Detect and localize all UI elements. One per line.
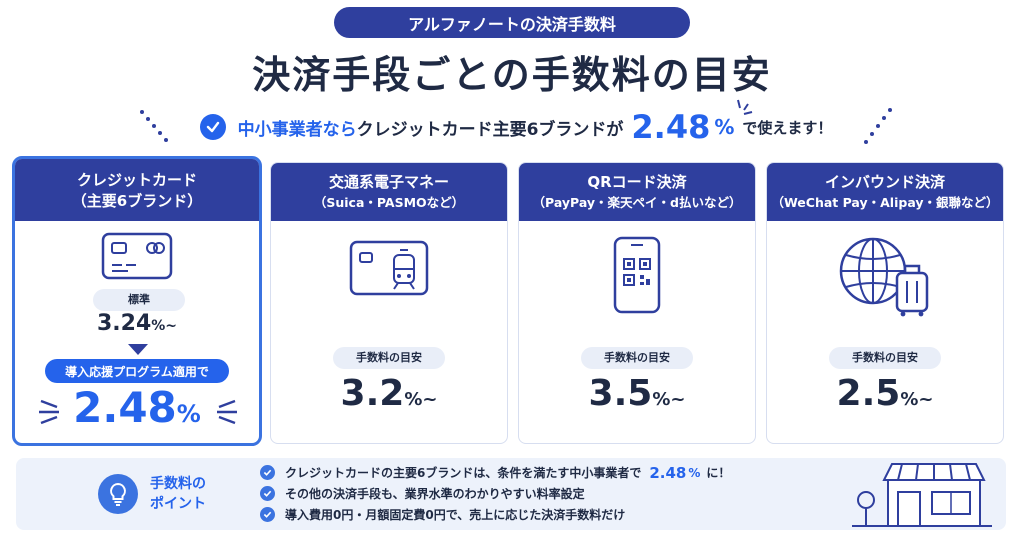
rate-value: 2.5%~: [767, 373, 1003, 414]
standard-rate-number: 3.24: [96, 311, 152, 336]
card-inbound: インバウンド決済 （WeChat Pay・Alipay・銀聯など） 手数料の目安…: [766, 162, 1004, 444]
points-title-line1: 手数料の: [150, 476, 206, 492]
header-pill: アルファノートの決済手数料: [334, 7, 690, 38]
rate-unit: %~: [900, 389, 934, 410]
points-title: 手数料の ポイント: [150, 474, 206, 514]
credit-card-icon: [15, 231, 259, 287]
point-rate: 2.48: [649, 463, 687, 482]
rate-number: 2.5: [836, 373, 901, 414]
standard-label: 標準: [93, 289, 185, 311]
globe-luggage-icon: [767, 233, 1003, 317]
check-icon: [260, 507, 275, 522]
program-rate-number: 2.48: [73, 383, 177, 432]
points-title-line2: ポイント: [150, 496, 206, 512]
rate-number: 3.2: [340, 373, 405, 414]
point-text: クレジットカードの主要6ブランドは、条件を満たす中小事業者で: [285, 466, 642, 480]
rate-label: 手数料の目安: [829, 347, 941, 369]
list-item: その他の決済手段も、業界水準のわかりやすい料率設定: [260, 483, 820, 504]
point-text: その他の決済手段も、業界水準のわかりやすい料率設定: [285, 487, 585, 501]
check-icon: [260, 465, 275, 480]
rate-label: 手数料の目安: [581, 347, 693, 369]
point-rate-unit: %: [688, 465, 701, 480]
sparkle-left-icon: [140, 110, 168, 142]
point-tail: に！: [706, 466, 731, 480]
summary-rate-unit: %: [714, 115, 735, 139]
points-panel: 手数料の ポイント クレジットカードの主要6ブランドは、条件を満たす中小事業者で…: [16, 458, 1006, 530]
storefront-icon: [852, 463, 992, 527]
standard-rate: 3.24%~: [15, 311, 259, 336]
check-icon: [199, 114, 226, 140]
point-text: 導入費用0円・月額固定費0円で、売上に応じた決済手数料だけ: [285, 508, 626, 522]
card-title: QRコード決済: [587, 173, 687, 191]
card-qr: QRコード決済 （PayPay・楽天ペイ・d払いなど） 手数料の目安 3.5%~: [518, 162, 756, 444]
rate-number: 3.5: [588, 373, 653, 414]
program-rate: 2.48%: [15, 383, 259, 432]
lightbulb-icon: [98, 474, 138, 514]
sparkle-right-icon: [864, 108, 892, 144]
burst-right-icon: [217, 399, 237, 425]
list-item: クレジットカードの主要6ブランドは、条件を満たす中小事業者で 2.48 % に！: [260, 462, 820, 483]
rate-label: 手数料の目安: [333, 347, 445, 369]
rate-value: 3.2%~: [271, 373, 507, 414]
burst-left-icon: [39, 399, 59, 425]
standard-rate-unit: %~: [151, 318, 178, 334]
down-arrow-icon: [128, 344, 148, 355]
card-header: クレジットカード （主要6ブランド）: [15, 159, 259, 221]
card-title: クレジットカード: [76, 171, 197, 189]
card-subtitle: （主要6ブランド）: [71, 192, 203, 210]
sparkle-lines-icon: [737, 99, 753, 115]
summary-end: で使えます！: [742, 118, 833, 137]
card-title: 交通系電子マネー: [328, 173, 449, 191]
summary-target: 中小事業者なら: [237, 119, 357, 140]
rate-unit: %~: [652, 389, 686, 410]
card-header: 交通系電子マネー （Suica・PASMOなど）: [271, 163, 507, 221]
qr-phone-icon: [519, 235, 755, 314]
program-rate-unit: %: [176, 400, 201, 428]
card-subtitle: （PayPay・楽天ペイ・d払いなど）: [532, 195, 742, 210]
check-icon: [260, 486, 275, 501]
card-title: インバウンド決済: [824, 173, 945, 191]
card-credit: クレジットカード （主要6ブランド） 標準 3.24%~ 導入応援プログラム適用…: [12, 156, 262, 446]
card-header: QRコード決済 （PayPay・楽天ペイ・d払いなど）: [519, 163, 755, 221]
rate-value: 3.5%~: [519, 373, 755, 414]
list-item: 導入費用0円・月額固定費0円で、売上に応じた決済手数料だけ: [260, 504, 820, 525]
card-subtitle: （Suica・PASMOなど）: [313, 195, 465, 210]
headline-summary: 中小事業者なら クレジットカード主要6ブランドが 2.48 % で使えます！: [176, 106, 856, 148]
transit-card-icon: [271, 239, 507, 315]
summary-text: クレジットカード主要6ブランドが: [356, 119, 624, 140]
program-badge: 導入応援プログラム適用で: [45, 359, 229, 383]
page-title: 決済手段ごとの手数料の目安: [252, 53, 772, 97]
rate-unit: %~: [404, 389, 438, 410]
summary-rate: 2.48: [631, 108, 711, 146]
card-transit: 交通系電子マネー （Suica・PASMOなど） 手数料の目安 3.2%~: [270, 162, 508, 444]
card-subtitle: （WeChat Pay・Alipay・銀聯など）: [771, 195, 999, 210]
points-list: クレジットカードの主要6ブランドは、条件を満たす中小事業者で 2.48 % に！…: [260, 462, 820, 525]
card-header: インバウンド決済 （WeChat Pay・Alipay・銀聯など）: [767, 163, 1003, 221]
